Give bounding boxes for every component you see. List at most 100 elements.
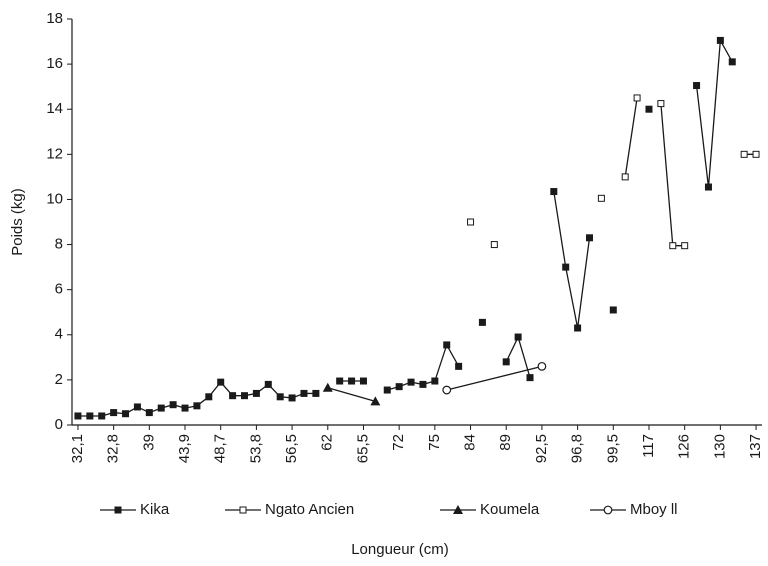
data-point [348,377,356,385]
data-point [502,358,510,366]
legend-marker [603,505,613,515]
y-tick-label: 10 [46,190,63,207]
data-point [716,36,724,44]
data-point [359,377,367,385]
data-point [407,378,415,386]
data-point [370,396,381,406]
legend-label: Ngato Ancien [265,501,354,518]
x-tick-label: 92,5 [533,434,550,463]
data-point [110,409,118,417]
data-point [312,389,320,397]
x-tick-label: 43,9 [176,434,193,463]
x-tick-label: 137 [747,434,764,459]
data-point [229,392,237,400]
legend-marker [453,505,463,514]
data-point [395,383,403,391]
x-tick-label: 84 [462,434,479,451]
data-point [419,380,427,388]
data-point [693,82,701,90]
x-axis-title: Longueur (cm) [351,541,449,558]
legend-marker [114,506,122,514]
data-point [157,404,165,412]
data-point [752,150,760,158]
y-tick-label: 16 [46,55,63,72]
data-point [669,242,677,250]
data-point [133,403,141,411]
x-tick-label: 62 [319,434,336,451]
x-tick-label: 65,5 [354,434,371,463]
data-point [586,234,593,242]
data-point [205,393,213,401]
series-line [624,97,757,247]
data-point [621,173,629,181]
x-tick-label: 75 [426,434,443,451]
data-point [169,401,177,409]
data-point [336,377,344,385]
x-tick-label: 117 [640,434,657,458]
x-tick-label: 126 [676,434,693,459]
x-tick-label: 32,8 [105,434,122,463]
x-tick-label: 130 [711,434,728,459]
x-tick-label: 96,8 [569,434,586,463]
legend-label: Koumela [480,501,540,518]
legend-label: Mboy ll [630,501,678,518]
x-tick-label: 48,7 [212,434,229,463]
data-point [86,412,94,420]
y-tick-label: 6 [55,281,63,298]
data-point [122,410,130,418]
data-point [288,394,296,402]
x-tick-label: 72 [390,434,407,451]
data-point [181,404,189,412]
x-tick-label: 39 [140,434,157,451]
data-point [431,377,439,385]
legend-marker [239,506,247,514]
y-axis-title: Poids (kg) [9,188,26,256]
data-point [657,100,665,108]
data-point [574,324,582,332]
data-point [645,105,653,113]
data-point [217,378,225,386]
data-point [193,402,201,410]
data-point [526,374,534,382]
data-point [442,385,452,395]
data-point [681,242,689,250]
data-point [322,382,333,392]
data-point [514,333,522,341]
data-point [383,386,391,394]
y-tick-label: 4 [55,326,63,343]
data-point [728,58,736,66]
x-tick-label: 32,1 [69,434,86,463]
data-point [490,241,498,249]
y-tick-label: 12 [46,145,63,162]
data-point [704,183,712,191]
x-tick-label: 56,5 [283,434,300,463]
data-point [633,94,641,102]
data-point [550,188,558,196]
data-point [562,263,570,271]
x-tick-label: 89 [497,434,514,451]
data-point [443,341,451,349]
data-point [300,389,308,397]
y-tick-label: 0 [55,416,63,433]
data-point [597,194,605,202]
data-point [98,412,106,420]
y-tick-label: 14 [46,100,63,117]
data-point [74,412,82,420]
data-point [467,218,475,226]
y-tick-label: 18 [46,10,63,27]
data-point [252,389,260,397]
data-point [276,393,284,401]
data-point [609,306,617,314]
data-point [264,380,272,388]
data-point [145,409,153,417]
data-point [537,361,547,371]
y-tick-label: 8 [55,236,63,253]
data-point [740,150,748,158]
x-tick-label: 53,8 [247,434,264,463]
x-tick-label: 99,5 [604,434,621,463]
series-line [446,365,543,391]
data-point [455,362,463,370]
y-tick-label: 2 [55,371,63,388]
data-point [241,392,248,400]
